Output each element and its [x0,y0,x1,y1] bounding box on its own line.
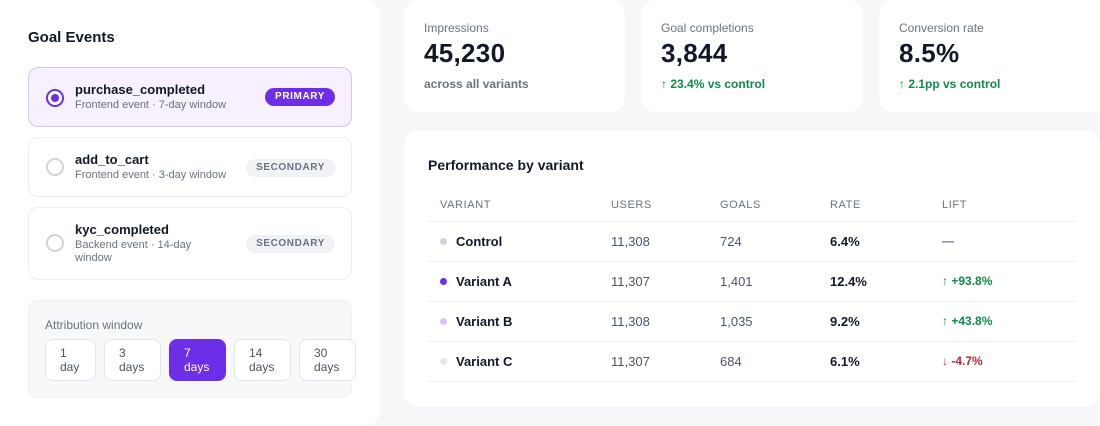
event-description: Frontend event · 7-day window [75,99,227,111]
column-header-variant[interactable]: VARIANT [440,199,492,211]
lift-value: ↑ +93.8% [942,274,993,288]
stat-label: Goal completions [661,21,754,35]
attribution-option-14-days[interactable]: 14 days [234,339,291,381]
stat-value: 45,230 [424,38,506,68]
option-number: 7 [184,346,191,360]
goals-value: 1,035 [720,314,753,329]
event-name: purchase_completed [75,82,206,97]
rate-value: 6.1% [830,354,860,369]
variant-dot-icon [440,278,447,285]
lift-value: ↑ +43.8% [942,314,993,328]
variant-name: Control [456,234,503,249]
radio-checked-icon[interactable] [46,89,64,107]
attribution-option-7-days[interactable]: 7 days [169,339,226,381]
lift-value: — [942,234,954,248]
radio-unchecked-icon[interactable] [46,234,64,252]
option-unit: day [60,360,80,374]
column-header-rate[interactable]: RATE [830,199,861,211]
users-value: 11,308 [611,234,650,249]
users-value: 11,307 [611,354,650,369]
variant-name: Variant A [456,274,512,289]
performance-card: Performance by variant VARIANT USERS GOA… [404,131,1100,407]
radio-unchecked-icon[interactable] [46,158,64,176]
option-number: 3 [119,346,126,360]
option-unit: days [249,360,275,374]
variant-dot-icon [440,318,447,325]
attribution-option-30-days[interactable]: 30 days [299,339,356,381]
stat-label: Conversion rate [899,21,984,35]
goal-event-kyc-completed[interactable]: kyc_completed Backend event · 14-day win… [28,207,352,280]
primary-badge: PRIMARY [265,88,335,106]
goal-event-add-to-cart[interactable]: add_to_cart Frontend event · 3-day windo… [28,137,352,197]
users-value: 11,307 [611,274,650,289]
option-unit: days [119,360,145,374]
variant-name: Variant C [456,354,513,369]
option-number: 14 [249,346,263,360]
attribution-window-section: Attribution window 1 day 3 days 7 days 1… [28,300,356,398]
table-row-variant-b[interactable]: Variant B 11,308 1,035 9.2% ↑ +43.8% [428,302,1076,342]
option-number: 30 [314,346,328,360]
stat-card-impressions: Impressions 45,230 across all variants [404,0,625,112]
secondary-badge: SECONDARY [246,159,335,177]
table-row-control[interactable]: Control 11,308 724 6.4% — [428,222,1076,262]
event-name: add_to_cart [75,152,149,167]
variant-dot-icon [440,238,447,245]
event-description: Frontend event · 3-day window [75,169,227,181]
event-name: kyc_completed [75,222,169,237]
attribution-label: Attribution window [45,318,143,332]
event-description: Backend event · 14-day window [75,239,192,264]
option-unit: days [314,360,340,374]
goals-value: 724 [720,234,742,249]
variant-name: Variant B [456,314,513,329]
users-value: 11,308 [611,314,650,329]
goal-events-panel: Goal Events purchase_completed Frontend … [0,0,380,426]
lift-value: ↓ -4.7% [942,354,983,368]
stat-subtext: across all variants [424,77,529,91]
table-row-variant-a[interactable]: Variant A 11,307 1,401 12.4% ↑ +93.8% [428,262,1076,302]
stat-card-conversion-rate: Conversion rate 8.5% ↑ 2.1pp vs control [879,0,1100,112]
attribution-option-1-day[interactable]: 1 day [45,339,96,381]
stat-value: 8.5% [899,38,960,68]
stat-card-goal-completions: Goal completions 3,844 ↑ 23.4% vs contro… [641,0,863,112]
rate-value: 6.4% [830,234,860,249]
attribution-option-3-days[interactable]: 3 days [104,339,161,381]
panel-title: Goal Events [28,29,115,46]
table-header: VARIANT USERS GOALS RATE LIFT [428,193,1076,222]
option-number: 1 [60,346,67,360]
goals-value: 1,401 [720,274,753,289]
column-header-users[interactable]: USERS [611,199,652,211]
stat-change: ↑ 2.1pp vs control [899,77,1001,91]
performance-title: Performance by variant [428,157,584,173]
rate-value: 12.4% [830,274,867,289]
stat-label: Impressions [424,21,489,35]
stat-change: ↑ 23.4% vs control [661,77,766,91]
table-row-variant-c[interactable]: Variant C 11,307 684 6.1% ↓ -4.7% [428,342,1076,382]
goal-event-purchase-completed[interactable]: purchase_completed Frontend event · 7-da… [28,67,352,127]
column-header-lift[interactable]: LIFT [942,199,968,211]
goals-value: 684 [720,354,742,369]
option-unit: days [184,360,210,374]
secondary-badge: SECONDARY [246,235,335,253]
variant-dot-icon [440,358,447,365]
stat-value: 3,844 [661,38,728,68]
column-header-goals[interactable]: GOALS [720,199,761,211]
rate-value: 9.2% [830,314,860,329]
variant-table: VARIANT USERS GOALS RATE LIFT Control 11… [428,193,1076,382]
